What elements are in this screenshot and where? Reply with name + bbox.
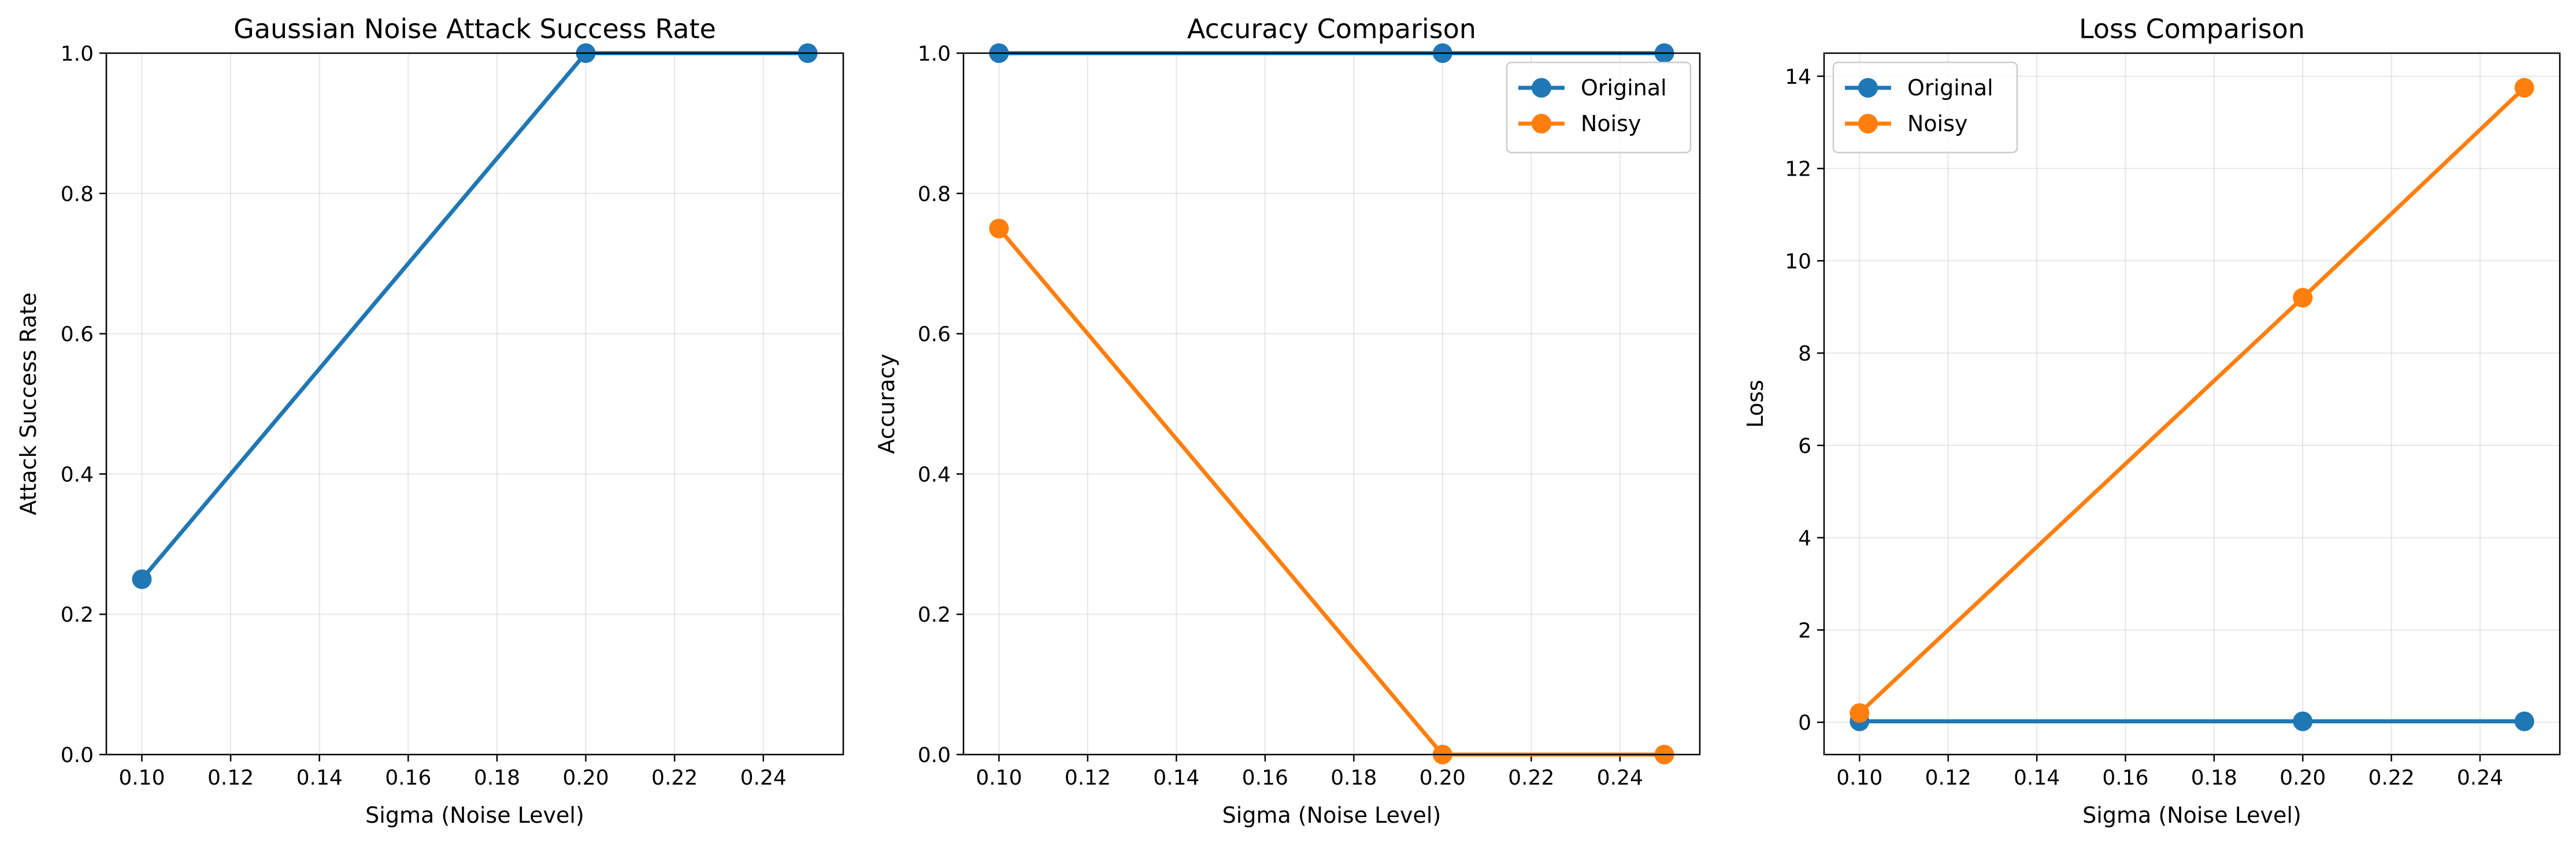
data-point <box>2514 711 2534 731</box>
chart-title: Gaussian Noise Attack Success Rate <box>233 13 716 44</box>
y-tick-label: 12 <box>1785 158 1811 181</box>
legend-marker <box>1532 78 1551 98</box>
legend: Original Noisy <box>1506 61 1692 154</box>
x-tick-label: 0.16 <box>1242 766 1288 790</box>
legend-box <box>1832 61 2018 154</box>
x-tick-label: 0.22 <box>2369 766 2415 790</box>
x-axis-label: Sigma (Noise Level) <box>365 803 584 828</box>
y-tick-label: 14 <box>1785 65 1811 89</box>
legend-item: Noisy <box>1845 111 1968 136</box>
y-tick-label: 0.0 <box>918 744 951 767</box>
x-tick-label: 0.16 <box>2102 766 2148 790</box>
plot-area <box>132 43 818 589</box>
y-axis-label: Loss <box>1743 380 1768 428</box>
y-tick-label: 0.2 <box>61 603 94 627</box>
y-tick-label: 0.0 <box>61 744 94 767</box>
y-tick-label: 8 <box>1798 342 1811 366</box>
subplot-2: 0.10 0.12 0.14 0.16 0.18 0.20 0.22 0.24 0.0 0.2 0.… <box>874 13 1701 828</box>
y-tick-label: 0 <box>1798 711 1811 735</box>
y-tick-label: 0.2 <box>918 603 951 627</box>
data-point <box>1849 703 1870 723</box>
subplot-1: 0.10 0.12 0.14 0.16 0.18 0.20 0.22 0.24 0.0 0.2 0.… <box>16 13 844 828</box>
x-tick-label: 0.18 <box>474 766 520 790</box>
chart-title: Accuracy Comparison <box>1187 13 1476 44</box>
legend-marker <box>1858 78 1878 98</box>
subplot-3: 0.10 0.12 0.14 0.16 0.18 0.20 0.22 0.24 0 2 4 6 8 10 1… <box>1743 13 2561 828</box>
axes-frame <box>1823 52 2561 756</box>
series-line-noisy <box>997 227 1665 757</box>
y-tick-label: 6 <box>1798 434 1811 458</box>
y-tick-label: 2 <box>1798 619 1811 642</box>
y-tick-label: 1.0 <box>61 42 94 66</box>
x-tick-label: 0.20 <box>1419 766 1466 790</box>
data-point <box>2293 288 2313 308</box>
chart-title: Loss Comparison <box>2079 13 2305 44</box>
x-tick-label: 0.22 <box>1508 766 1554 790</box>
data-point <box>989 218 1009 239</box>
x-tick-label: 0.16 <box>385 766 431 790</box>
x-tick-label: 0.12 <box>207 766 254 790</box>
data-point <box>2293 711 2313 731</box>
legend-item: Original <box>1518 75 1667 101</box>
y-tick-label: 1.0 <box>918 42 951 66</box>
x-tick-label: 0.18 <box>1330 766 1377 790</box>
x-tick-label: 0.20 <box>2280 766 2326 790</box>
legend-label: Noisy <box>1581 111 1641 136</box>
legend-marker <box>1532 114 1551 133</box>
x-tick-label: 0.10 <box>976 766 1022 790</box>
legend-box <box>1506 61 1692 154</box>
legend-marker <box>1858 114 1878 133</box>
x-axis-label: Sigma (Noise Level) <box>1222 803 1441 828</box>
x-tick-label: 0.14 <box>296 766 343 790</box>
x-tick-label: 0.14 <box>2014 766 2060 790</box>
x-axis-label: Sigma (Noise Level) <box>2082 803 2301 828</box>
x-tick-label: 0.12 <box>1925 766 1971 790</box>
y-tick-label: 0.8 <box>918 183 951 206</box>
y-tick-label: 10 <box>1785 250 1811 273</box>
x-tick-label: 0.10 <box>1836 766 1882 790</box>
axes-frame <box>962 52 1701 756</box>
y-axis-label: Accuracy <box>874 354 899 454</box>
legend-label: Original <box>1907 75 1993 101</box>
x-tick-label: 0.12 <box>1065 766 1111 790</box>
legend-label: Original <box>1581 75 1667 101</box>
legend-item: Original <box>1845 75 1993 101</box>
legend: Original Noisy <box>1832 61 2018 154</box>
y-tick-label: 0.8 <box>61 183 94 206</box>
y-tick-label: 0.4 <box>918 463 951 486</box>
x-tick-label: 0.24 <box>740 766 787 790</box>
x-tick-label: 0.18 <box>2191 766 2237 790</box>
legend-item: Noisy <box>1518 111 1641 136</box>
x-tick-label: 0.10 <box>118 766 165 790</box>
data-point <box>2514 77 2534 98</box>
axes-frame <box>105 52 844 756</box>
x-tick-label: 0.24 <box>1597 766 1643 790</box>
y-tick-label: 0.4 <box>61 463 94 486</box>
series-line <box>140 51 808 581</box>
y-tick-label: 4 <box>1798 527 1811 551</box>
y-axis-label: Attack Success Rate <box>16 292 41 515</box>
data-point <box>132 569 152 589</box>
legend-label: Noisy <box>1907 111 1968 136</box>
series-line-noisy <box>1858 86 2526 715</box>
plot-area <box>1849 77 2534 731</box>
x-tick-label: 0.14 <box>1153 766 1199 790</box>
x-tick-label: 0.22 <box>651 766 698 790</box>
x-tick-label: 0.24 <box>2457 766 2503 790</box>
y-tick-label: 0.6 <box>61 323 94 347</box>
x-tick-label: 0.20 <box>562 766 609 790</box>
y-tick-label: 0.6 <box>918 323 951 347</box>
